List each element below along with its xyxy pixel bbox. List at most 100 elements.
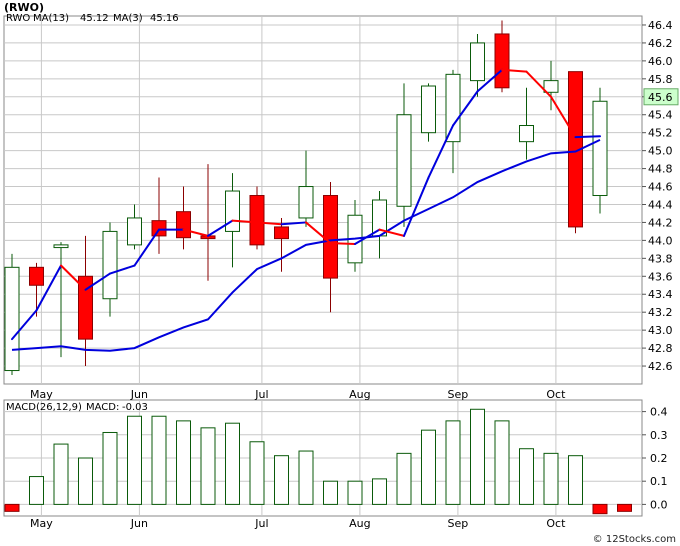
candle-body-up (592, 100, 608, 197)
ma3-segment (35, 264, 62, 312)
ma13-line (11, 138, 601, 352)
price-legend: RWO MA(13) 45.12 MA(3) 45.16 (6, 13, 179, 24)
ma3-segment (60, 264, 87, 291)
macd-x-label: Sep (448, 517, 469, 530)
candle-body-down (323, 195, 338, 279)
macd-tick-label: 0.2 (650, 452, 668, 465)
macd-legend-value: -0.03 (122, 402, 148, 413)
ma3-segment (476, 68, 503, 93)
candle-body-down (151, 220, 167, 237)
watermark: © 12Stocks.com (593, 534, 676, 545)
last-price-box (643, 88, 679, 106)
macd-bar (102, 431, 118, 505)
ma3-segment (501, 68, 528, 73)
macd-x-label: Jun (130, 517, 148, 530)
candlesticks (4, 20, 608, 376)
ma3-segment (550, 95, 577, 139)
candle-body-up (102, 230, 118, 300)
price-tick-label: 44.4 (648, 198, 673, 211)
macd-tick-label: 0.1 (650, 475, 668, 488)
ma3-segment (280, 221, 307, 226)
price-y-axis: 42.6 42.8 43.0 43.2 43.4 43.6 43.8 44.0 44.2 44.4… (642, 19, 673, 373)
candle-body-up (53, 244, 69, 249)
macd-bar (396, 452, 412, 505)
macd-bar (200, 427, 216, 505)
price-x-label: Aug (349, 388, 370, 401)
last-price-label: 45.6 (648, 91, 673, 104)
price-tick-label: 43.4 (648, 288, 673, 301)
ma3-segment (109, 264, 136, 275)
candle-body-down (176, 211, 191, 239)
price-tick-label: 46.4 (648, 19, 673, 32)
price-x-label: Sep (448, 388, 469, 401)
ma3-segment (305, 221, 332, 245)
macd-legend: MACD(26,12,9) MACD: -0.03 (6, 402, 148, 413)
price-tick-label: 43.2 (648, 306, 673, 319)
ma3-segment (403, 176, 430, 237)
candle-body-up (4, 266, 20, 372)
price-legend-value: 45.16 (150, 13, 179, 24)
price-tick-label: 45.4 (648, 109, 673, 122)
price-tick-label: 44.6 (648, 181, 673, 194)
candle-body-up (543, 80, 559, 93)
macd-bar (176, 420, 191, 505)
candle-body-up (470, 42, 485, 82)
price-tick-label: 44.8 (648, 163, 673, 176)
macd-bar (494, 420, 510, 505)
macd-bar (323, 480, 338, 505)
macd-tick-label: 0.3 (650, 429, 668, 442)
candle-body-down (494, 33, 510, 89)
macd-x-axis: May Jun Jul Aug Sep Oct (30, 517, 566, 530)
candle-body-up (445, 73, 461, 143)
candle-body-down (249, 195, 265, 246)
candle-body-up (298, 186, 314, 219)
ma3-segment (231, 219, 258, 224)
macd-bar (127, 415, 142, 505)
macd-bar-negative (592, 503, 608, 515)
price-tick-label: 44.2 (648, 216, 673, 229)
ma3-segment (427, 124, 454, 179)
macd-y-axis: 0.0 0.1 0.2 0.3 0.4 (642, 406, 668, 511)
macd-bar-negative (617, 503, 632, 512)
ma3-segment (182, 228, 209, 237)
ma3-segment (329, 242, 356, 245)
candle-body-up (127, 217, 142, 246)
macd-bar (225, 422, 240, 505)
price-legend-value: 45.12 (80, 13, 109, 24)
price-tick-label: 45.2 (648, 127, 673, 140)
candle-body-down (29, 266, 44, 286)
macd-bar (372, 478, 387, 505)
ma3-segment (525, 70, 552, 98)
macd-bar-negative (4, 503, 20, 512)
price-legend-label: RWO (6, 13, 30, 24)
macd-bar (543, 452, 559, 505)
last-price-tag: 45.6 (643, 88, 679, 106)
ma3-segment (574, 135, 601, 139)
price-legend-label: MA(3) (113, 13, 143, 24)
macd-x-label: Aug (349, 517, 370, 530)
macd-legend-label: MACD: (86, 402, 119, 413)
macd-legend-label: MACD(26,12,9) (6, 402, 82, 413)
candle-body-up (519, 125, 534, 143)
price-tick-label: 45.8 (648, 73, 673, 86)
macd-bar (445, 420, 461, 505)
price-legend-label: MA(13) (33, 13, 69, 24)
macd-tick-label: 0.0 (650, 498, 668, 511)
macd-bar (298, 450, 314, 505)
ma3-segment (207, 219, 234, 237)
macd-bar (421, 429, 436, 505)
price-tick-label: 42.6 (648, 360, 673, 373)
macd-x-label: Oct (546, 517, 566, 530)
candle-body-down (78, 275, 93, 340)
macd-bar (78, 457, 93, 505)
macd-bars (4, 408, 632, 515)
price-tick-label: 43.0 (648, 324, 673, 337)
price-tick-label: 43.6 (648, 270, 673, 283)
macd-bar (53, 443, 69, 505)
candle-body-up (225, 190, 240, 232)
price-x-label: Jun (130, 388, 148, 401)
price-x-label: May (30, 388, 53, 401)
ma3-segment (133, 228, 160, 267)
price-tick-label: 44.0 (648, 234, 673, 247)
